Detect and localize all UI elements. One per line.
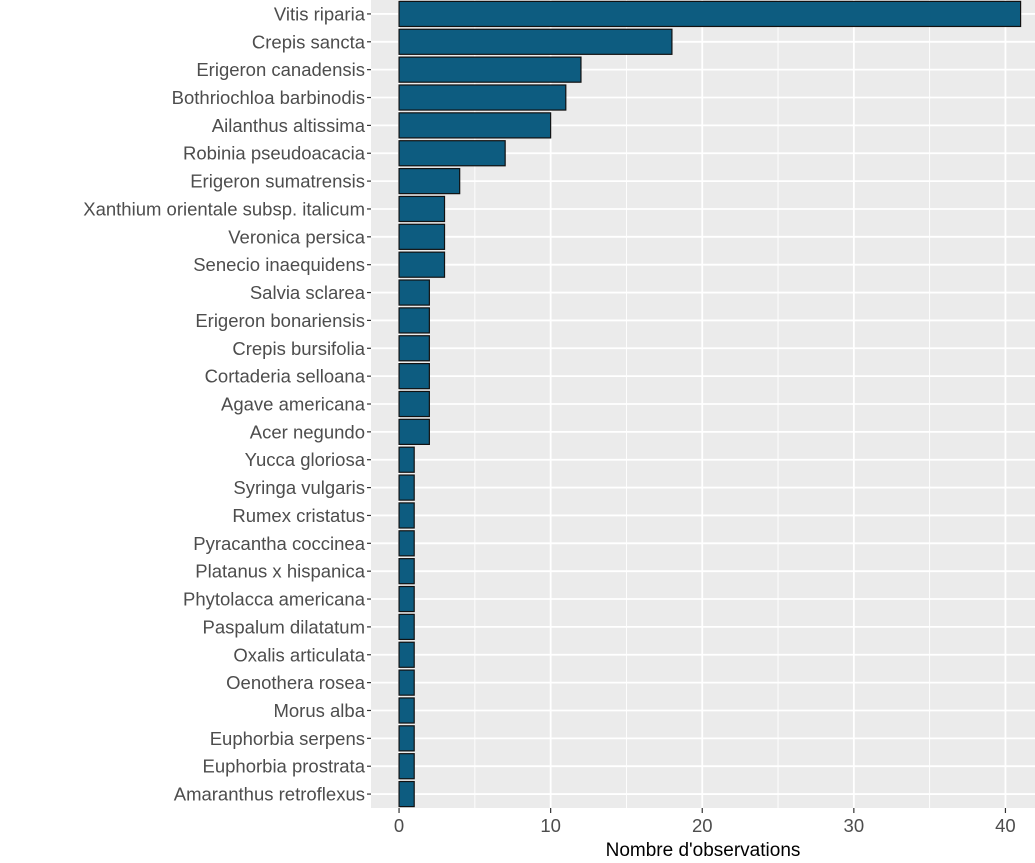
category-label: Euphorbia serpens: [210, 728, 365, 749]
category-label: Crepis bursifolia: [232, 338, 365, 359]
category-label: Yucca gloriosa: [245, 449, 366, 470]
bar: [398, 474, 415, 501]
category-label: Agave americana: [221, 394, 366, 415]
category-label: Syringa vulgaris: [233, 477, 365, 498]
bar: [398, 0, 1022, 28]
bar: [398, 223, 446, 250]
category-label: Platanus x hispanica: [195, 561, 365, 582]
category-label: Rumex cristatus: [232, 505, 365, 526]
bar: [398, 307, 430, 334]
category-label: Oenothera rosea: [226, 672, 366, 693]
bar: [398, 446, 415, 473]
bar: [398, 585, 415, 613]
category-label: Senecio inaequidens: [193, 254, 365, 275]
category-label: Oxalis articulata: [233, 644, 365, 665]
bar: [398, 140, 506, 167]
x-tick-label: 10: [540, 815, 561, 836]
category-label: Erigeron bonariensis: [195, 310, 365, 331]
category-label: Cortaderia selloana: [205, 366, 366, 387]
bar: [398, 279, 430, 306]
x-axis-ticks: 0 10 20 30 40: [394, 808, 1016, 836]
category-label: Acer negundo: [250, 421, 365, 442]
bar: [398, 335, 430, 362]
category-label: Robinia pseudoacacia: [183, 143, 366, 164]
bar: [398, 28, 673, 55]
bar: [398, 56, 582, 83]
bar: [398, 112, 552, 139]
category-label: Ailanthus altissima: [212, 115, 366, 136]
category-label: Vitis riparia: [274, 3, 366, 24]
category-label: Veronica persica: [228, 226, 365, 247]
bar: [398, 669, 415, 696]
x-tick-label: 20: [692, 815, 713, 836]
category-label: Phytolacca americana: [183, 589, 366, 610]
category-label: Euphorbia prostrata: [203, 756, 366, 777]
x-tick-label: 30: [844, 815, 865, 836]
bar: [398, 390, 430, 418]
bar: [398, 613, 415, 641]
bar: [398, 753, 415, 780]
category-label: Amaranthus retroflexus: [174, 784, 365, 805]
bar: [398, 195, 446, 223]
category-label: Pyracantha coccinea: [193, 533, 365, 554]
x-tick-label: 0: [394, 815, 404, 836]
category-label: Erigeron sumatrensis: [190, 171, 365, 192]
x-tick-label: 40: [995, 815, 1016, 836]
bar: [398, 363, 430, 390]
bar: [398, 502, 415, 529]
bar: [398, 697, 415, 724]
bar: [398, 84, 567, 111]
bar: [398, 167, 461, 195]
bar: [398, 641, 415, 668]
bars: [398, 0, 1022, 808]
bar: [398, 418, 430, 445]
bar: [398, 530, 415, 557]
category-label: Bothriochloa barbinodis: [172, 87, 365, 108]
y-axis-labels: Vitis riparia Crepis sancta Erigeron canad…: [83, 3, 371, 805]
category-label: Erigeron canadensis: [196, 59, 365, 80]
category-label: Crepis sancta: [252, 31, 366, 52]
category-label: Salvia sclarea: [250, 282, 366, 303]
category-label: Xanthium orientale subsp. italicum: [83, 198, 365, 219]
bar: [398, 558, 415, 585]
x-axis-title: Nombre d'observations: [606, 840, 801, 861]
category-label: Morus alba: [273, 700, 365, 721]
category-label: Paspalum dilatatum: [203, 616, 365, 637]
bar: [398, 725, 415, 752]
bar: [398, 251, 446, 278]
bar: [398, 780, 415, 808]
